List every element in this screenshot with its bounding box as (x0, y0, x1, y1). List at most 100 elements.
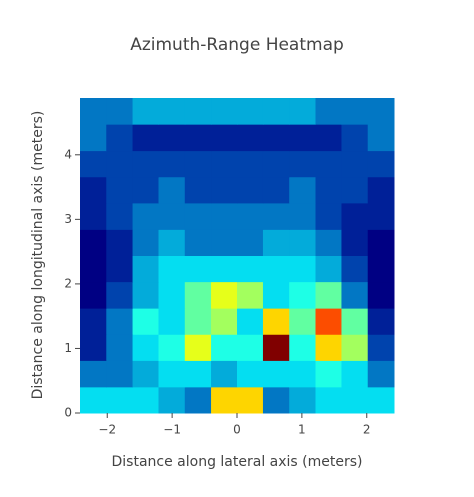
heat-cell (289, 281, 316, 309)
heat-cell (237, 360, 264, 388)
heat-cell (237, 124, 264, 152)
heat-cell (341, 281, 369, 309)
heat-cell (106, 360, 134, 388)
heat-cell (341, 308, 369, 335)
heat-cell (106, 229, 134, 256)
heat-cell (289, 150, 316, 178)
chart-title: Azimuth-Range Heatmap (130, 35, 344, 55)
heat-cell (158, 308, 186, 335)
heat-cell (341, 202, 369, 230)
heat-cell (367, 124, 395, 152)
heat-cell (237, 98, 264, 125)
heat-cell (262, 150, 290, 178)
heat-cell (184, 150, 212, 178)
heat-cell (158, 150, 186, 178)
heat-cell (262, 386, 290, 414)
heat-cell (237, 386, 264, 414)
heat-cell (132, 386, 159, 414)
heat-cell (106, 150, 134, 178)
heat-cell (289, 202, 316, 230)
x-tick-label: 1 (298, 423, 306, 437)
heat-cell (211, 360, 238, 388)
heat-cell (262, 360, 290, 388)
heat-cell (211, 176, 238, 204)
heat-cell (106, 255, 134, 283)
heat-cell (315, 229, 342, 256)
heat-cell (106, 334, 134, 361)
heat-cell (211, 255, 238, 283)
heat-cell (341, 255, 369, 283)
heat-cell (341, 360, 369, 388)
x-tick-label: 0 (233, 423, 241, 437)
heat-cell (211, 98, 238, 125)
heat-cell (80, 176, 107, 204)
heat-cell (262, 124, 290, 152)
heat-cell (158, 281, 186, 309)
heat-cell (80, 308, 107, 335)
heat-cell (237, 202, 264, 230)
heat-cell (184, 386, 212, 414)
heat-cell (367, 255, 395, 283)
heat-cell (80, 98, 107, 125)
heat-cell (184, 176, 212, 204)
heat-cell (132, 150, 159, 178)
heat-cell (289, 360, 316, 388)
heat-cell (237, 334, 264, 361)
heat-cell (367, 150, 395, 178)
heat-cell (367, 360, 395, 388)
heat-cell (132, 334, 159, 361)
heat-cell (158, 229, 186, 256)
heat-cell (289, 98, 316, 125)
heat-cell (211, 281, 238, 309)
heat-cell (80, 386, 107, 414)
heat-cell (315, 98, 342, 125)
heat-cell (106, 308, 134, 335)
heat-cell (367, 308, 395, 335)
heat-cell (289, 124, 316, 152)
heat-cell (289, 176, 316, 204)
heat-cell (315, 360, 342, 388)
heat-cell (341, 98, 369, 125)
heat-cell (80, 150, 107, 178)
heat-cell (367, 386, 395, 414)
heat-cell (211, 308, 238, 335)
heat-cell (289, 334, 316, 361)
heat-cell (184, 360, 212, 388)
heat-cell (315, 176, 342, 204)
heat-cell (341, 124, 369, 152)
heat-cell (315, 150, 342, 178)
heat-cell (184, 255, 212, 283)
heat-cell (80, 334, 107, 361)
heat-cell (262, 308, 290, 335)
heat-cell (262, 176, 290, 204)
heat-cell (80, 229, 107, 256)
heat-cell (262, 229, 290, 256)
x-tick-label: 2 (363, 423, 371, 437)
heat-cell (341, 334, 369, 361)
heat-cell (289, 255, 316, 283)
heat-cell (315, 386, 342, 414)
y-tick-label: 3 (64, 212, 72, 226)
heat-cell (367, 229, 395, 256)
heat-cell (80, 360, 107, 388)
heat-cell (132, 98, 159, 125)
heat-cell (315, 281, 342, 309)
x-axis-title: Distance along lateral axis (meters) (112, 454, 363, 470)
heat-cell (289, 308, 316, 335)
heat-cell (158, 360, 186, 388)
heat-cell (262, 281, 290, 309)
heat-cell (106, 281, 134, 309)
heat-cell (237, 229, 264, 256)
heat-cell (367, 176, 395, 204)
heat-cell (262, 255, 290, 283)
heat-cell (211, 202, 238, 230)
heat-cell (132, 176, 159, 204)
heat-cell (158, 386, 186, 414)
heat-cell (289, 386, 316, 414)
heat-cell (367, 334, 395, 361)
y-tick-label: 1 (64, 341, 72, 355)
heat-cell (315, 308, 342, 335)
heat-cell (158, 124, 186, 152)
heat-cell (211, 386, 238, 414)
heat-cell (158, 255, 186, 283)
